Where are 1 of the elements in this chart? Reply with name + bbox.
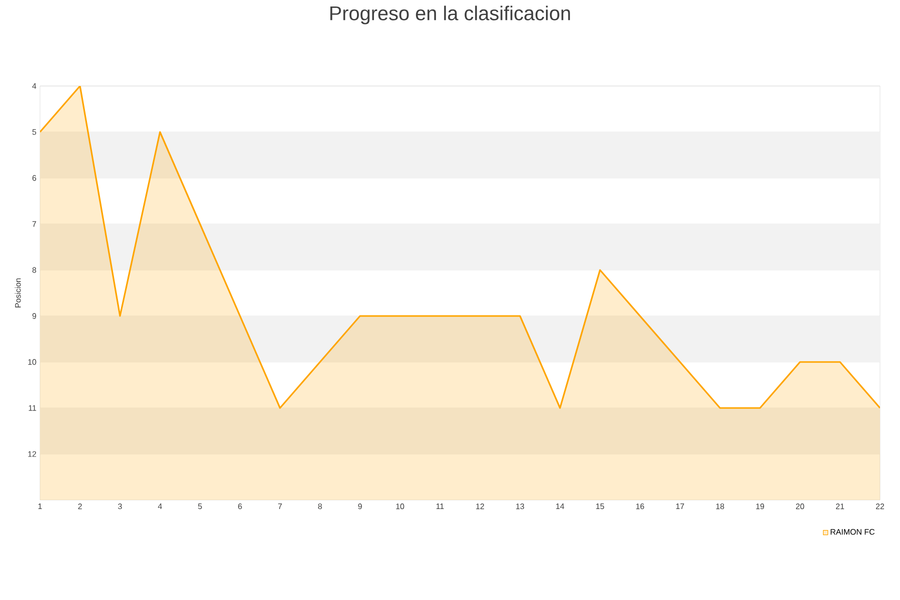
chart-title: Progreso en la clasificacion bbox=[330, 6, 570, 24]
